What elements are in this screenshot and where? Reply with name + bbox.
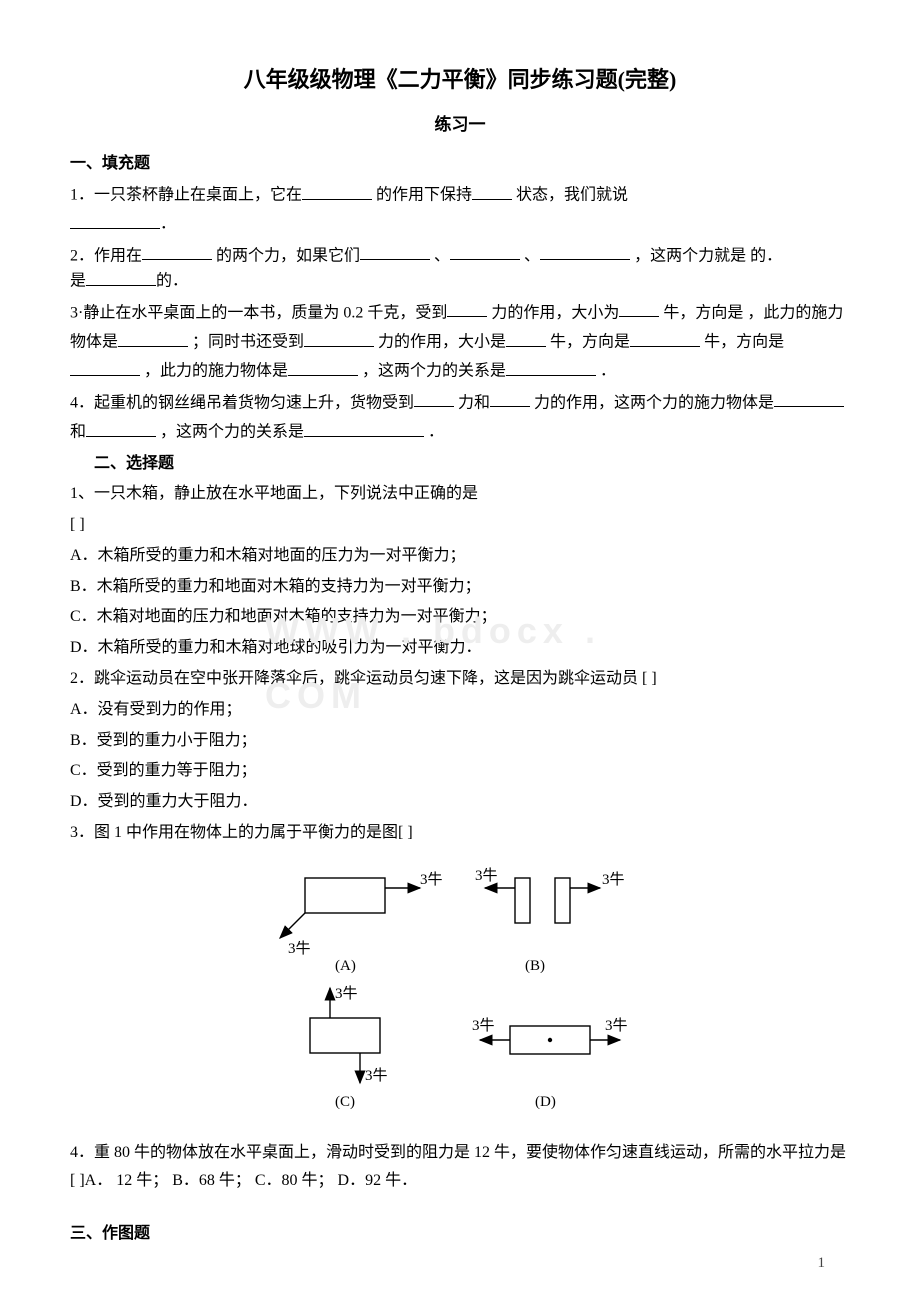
q2-1: 1、一只木箱，静止放在水平地面上，下列说法中正确的是 (70, 480, 850, 509)
svg-text:3牛: 3牛 (420, 871, 443, 888)
blank (540, 242, 630, 261)
text: ，这两个力就是 (634, 247, 746, 264)
q1-3: 3·静止在水平桌面上的一本书，质量为 0.2 千克，受到 力的作用，大小为 牛，… (70, 299, 850, 387)
blank (86, 418, 156, 437)
text: 3·静止在水平桌面上的一本书，质量为 0.2 千克，受到 (70, 304, 447, 321)
page-subtitle: 练习一 (70, 110, 850, 141)
text: 力的作用，大小是 (378, 334, 506, 351)
q2-1-d: D．木箱所受的重力和木箱对地球的吸引力为一对平衡力． (70, 634, 850, 663)
svg-text:(B): (B) (525, 958, 545, 974)
text: 、 (434, 247, 450, 264)
q2-2-c: C．受到的重力等于阻力； (70, 757, 850, 786)
page-number: 1 (818, 1250, 826, 1277)
q2-2-b: B．受到的重力小于阻力； (70, 727, 850, 756)
blank (414, 389, 454, 408)
blank (288, 357, 358, 376)
q2-1-b: B．木箱所受的重力和地面对木箱的支持力为一对平衡力； (70, 573, 850, 602)
svg-text:3牛: 3牛 (472, 1017, 495, 1034)
text: 牛，方向是 (663, 304, 743, 321)
text: 2．作用在 (70, 247, 142, 264)
text: ． (600, 363, 616, 380)
blank (304, 328, 374, 347)
q1-2-cont: 是的． (70, 267, 850, 296)
q1-1: 1．一只茶杯静止在桌面上，它在 的作用下保持 状态，我们就说 ． (70, 181, 850, 240)
blank (360, 242, 430, 261)
blank (472, 181, 512, 200)
blank (506, 328, 546, 347)
q2-2-a: A．没有受到力的作用； (70, 696, 850, 725)
text: 力和 (458, 394, 490, 411)
text: ，这两个力的关系是 (160, 424, 304, 441)
q2-4: 4．重 80 牛的物体放在水平桌面上，滑动时受到的阻力是 12 牛，要使物体作匀… (70, 1139, 850, 1197)
svg-text:3牛: 3牛 (365, 1067, 388, 1084)
q2-2-d: D．受到的重力大于阻力． (70, 788, 850, 817)
blank (70, 357, 140, 376)
text: 力的作用，大小为 (491, 304, 619, 321)
svg-text:3牛: 3牛 (605, 1017, 628, 1034)
text: 和 (70, 424, 86, 441)
text: 状态，我们就说 (516, 187, 628, 204)
svg-text:3牛: 3牛 (288, 940, 311, 957)
blank (118, 328, 188, 347)
text: ． (428, 424, 444, 441)
text: ． (160, 216, 176, 233)
blank (304, 418, 424, 437)
svg-text:(A): (A) (335, 958, 356, 974)
q2-1-c: C．木箱对地面的压力和地面对木箱的支持力为一对平衡力； (70, 603, 850, 632)
figure-1: 3牛 3牛 (A) 3牛 3牛 (B) 3牛 3牛 (C) (70, 858, 850, 1129)
svg-text:3牛: 3牛 (475, 867, 498, 884)
svg-text:(C): (C) (335, 1094, 355, 1110)
text: 的两个力，如果它们 (216, 247, 360, 264)
blank (490, 389, 530, 408)
q2-1-a: A．木箱所受的重力和木箱对地面的压力为一对平衡力； (70, 542, 850, 571)
blank (142, 242, 212, 261)
page-title: 八年级级物理《二力平衡》同步练习题(完整) (70, 60, 850, 100)
text: 的作用下保持 (376, 187, 472, 204)
q2-3: 3．图 1 中作用在物体上的力属于平衡力的是图[ ] (70, 819, 850, 848)
q2-1-bracket: [ ] (70, 511, 850, 540)
blank (450, 242, 520, 261)
text: 力的作用，这两个力的施力物体是 (534, 394, 774, 411)
section-3-head: 三、作图题 (70, 1220, 850, 1249)
text: 1．一只茶杯静止在桌面上，它在 (70, 187, 302, 204)
text: ，这两个力的关系是 (362, 363, 506, 380)
svg-text:3牛: 3牛 (335, 985, 358, 1002)
text: ，此力的施力物体是 (144, 363, 288, 380)
svg-text:3牛: 3牛 (602, 871, 625, 888)
blank (619, 299, 659, 318)
section-1-head: 一、填充题 (70, 150, 850, 179)
blank (447, 299, 487, 318)
blank (774, 389, 844, 408)
section-2-head: 二、选择题 (70, 450, 850, 479)
text: ；同时书还受到 (192, 334, 304, 351)
blank (630, 328, 700, 347)
text: 牛，方向是 (550, 334, 630, 351)
q2-2: 2．跳伞运动员在空中张开降落伞后，跳伞运动员匀速下降，这是因为跳伞运动员 [ ] (70, 665, 850, 694)
text: 的． (750, 247, 782, 264)
blank (506, 357, 596, 376)
svg-text:(D): (D) (535, 1094, 556, 1110)
q1-4: 4．起重机的钢丝绳吊着货物匀速上升，货物受到 力和 力的作用，这两个力的施力物体… (70, 389, 850, 448)
blank (302, 181, 372, 200)
blank (70, 210, 160, 229)
text: 、 (524, 247, 540, 264)
text: 4．起重机的钢丝绳吊着货物匀速上升，货物受到 (70, 394, 414, 411)
blank (86, 267, 156, 286)
